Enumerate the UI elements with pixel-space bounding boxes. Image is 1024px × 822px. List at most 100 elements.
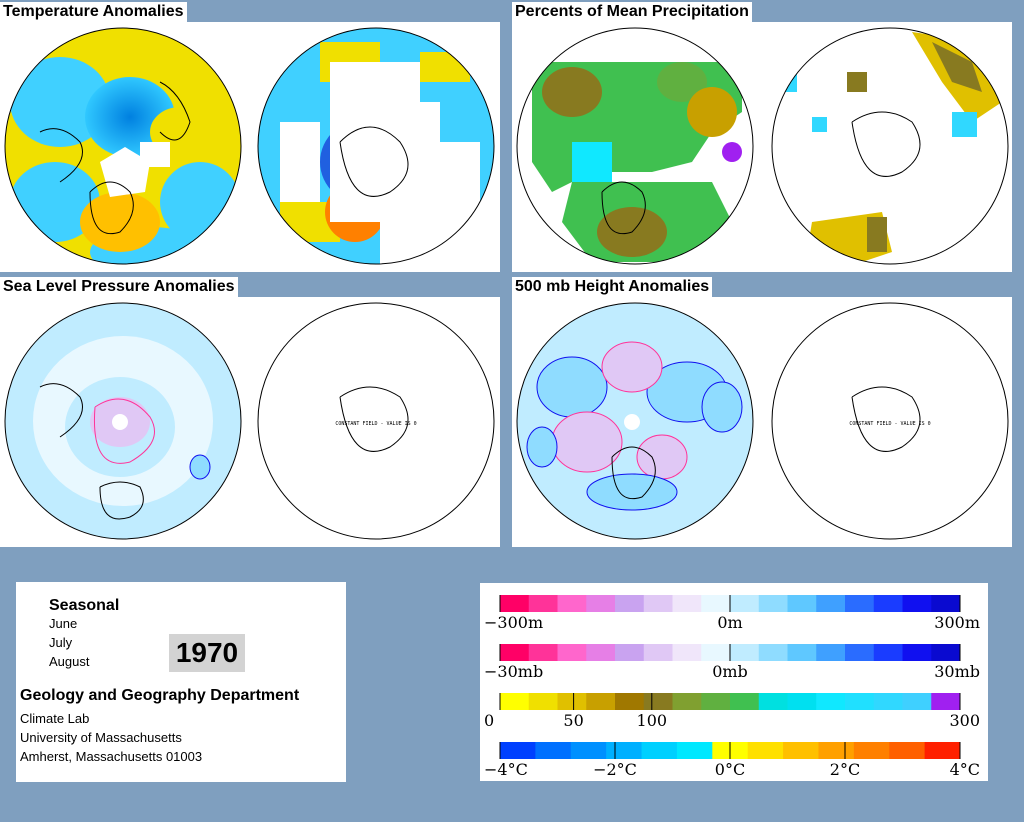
colorbar-temp-label: −4°C <box>484 760 528 779</box>
address-line: Amherst, Massachusetts 01003 <box>20 749 203 764</box>
legend-box: −300m 0m 300m −30mb 0mb 30mb 0 50 100 300 −4°C −2°C… <box>480 583 988 781</box>
height500-south-map <box>771 302 1009 540</box>
colorbar-pressure-label: −30mb <box>484 662 543 681</box>
colorbar-precip-swatch <box>586 693 616 710</box>
precipitation-north-map <box>517 28 753 264</box>
colorbar-pressure-label: 0mb <box>712 662 748 681</box>
year-label: 1970 <box>169 634 245 672</box>
colorbar-height-swatch <box>586 595 616 612</box>
colorbar-height-swatch <box>701 595 731 612</box>
colorbar-precip-swatch <box>845 693 875 710</box>
colorbar-height-swatch <box>528 595 558 612</box>
height500-north-map <box>517 303 753 539</box>
colorbar-precip-swatch <box>902 693 932 710</box>
slp-north-map <box>5 303 241 539</box>
colorbar-precip-swatch <box>528 693 558 710</box>
colorbar-pressure-swatch <box>672 644 702 661</box>
temperature-north-map <box>5 28 241 264</box>
colorbar-precip-swatch <box>557 693 587 710</box>
colorbar-pressure-swatch <box>701 644 731 661</box>
info-box: Seasonal June July August 1970 Geology a… <box>16 582 346 782</box>
period-label: Seasonal <box>49 597 120 614</box>
colorbar-temp-swatch <box>747 742 784 759</box>
colorbar-temp-label: 0°C <box>715 760 745 779</box>
colorbar-precip-swatch <box>643 693 673 710</box>
height500-maps: CONSTANT FIELD - VALUE IS 0 <box>516 302 1009 540</box>
colorbar-temp-swatch <box>535 742 572 759</box>
colorbar-temp-swatch <box>853 742 890 759</box>
department-label: Geology and Geography Department <box>20 687 300 704</box>
colorbar-precip-swatch <box>873 693 903 710</box>
colorbar-height-label: −300m <box>484 613 543 632</box>
colorbar-pressure-swatch <box>902 644 932 661</box>
colorbar-temp: −4°C −2°C 0°C 2°C 4°C <box>484 742 980 779</box>
colorbar-height-swatch <box>758 595 788 612</box>
temperature-title: Temperature Anomalies <box>0 2 187 22</box>
colorbar-precip-label: 50 <box>563 711 583 730</box>
colorbar-height-swatch <box>643 595 673 612</box>
colorbar-height-swatch <box>672 595 702 612</box>
colorbar-pressure-swatch <box>500 644 530 661</box>
month-3: August <box>49 654 90 669</box>
colorbar-height-swatch <box>873 595 903 612</box>
colorbar-precip-label: 0 <box>484 711 494 730</box>
slp-maps: CONSTANT FIELD - VALUE IS 0 <box>4 302 495 540</box>
temperature-panel: Temperature Anomalies <box>0 2 500 272</box>
height500-south-note: CONSTANT FIELD - VALUE IS 0 <box>849 421 930 427</box>
colorbar-height-swatch <box>816 595 846 612</box>
colorbar-temp-swatch <box>641 742 678 759</box>
colorbar-height-swatch <box>902 595 932 612</box>
colorbar-pressure-swatch <box>557 644 587 661</box>
colorbar-precip-swatch <box>500 693 530 710</box>
colorbar-height-swatch <box>500 595 530 612</box>
colorbar-height: −300m 0m 300m <box>484 595 980 632</box>
colorbar-temp-label: −2°C <box>593 760 637 779</box>
colorbar-height-swatch <box>557 595 587 612</box>
colorbar-temp-swatch <box>783 742 819 759</box>
colorbar-temp-swatch <box>924 742 961 759</box>
colorbar-height-swatch <box>730 595 760 612</box>
month-1: June <box>49 616 78 631</box>
colorbar-height-swatch <box>787 595 817 612</box>
colorbar-temp-swatch <box>500 742 536 759</box>
colorbar-precip-swatch <box>931 693 961 710</box>
slp-title: Sea Level Pressure Anomalies <box>0 277 238 297</box>
colorbar-pressure-swatch <box>730 644 760 661</box>
colorbar-temp-label: 4°C <box>950 760 980 779</box>
colorbar-pressure-swatch <box>931 644 961 661</box>
colorbar-temp-swatch <box>889 742 926 759</box>
colorbar-height-label: 300m <box>934 613 980 632</box>
colorbar-temp-swatch <box>606 742 643 759</box>
temperature-maps <box>4 27 495 265</box>
colorbar-precip-label: 300 <box>949 711 980 730</box>
colorbar-height-swatch <box>615 595 645 612</box>
colorbar-temp-swatch <box>570 742 607 759</box>
university-line: University of Massachusetts <box>20 730 182 745</box>
colorbar-precip-swatch <box>758 693 788 710</box>
colorbar-legend: −300m 0m 300m −30mb 0mb 30mb 0 50 100 300 −4°C −2°C… <box>484 595 980 779</box>
colorbar-precip-swatch <box>787 693 817 710</box>
colorbar-pressure-swatch <box>643 644 673 661</box>
colorbar-pressure-swatch <box>845 644 875 661</box>
precipitation-south-map <box>772 28 1008 264</box>
colorbar-pressure: −30mb 0mb 30mb <box>484 644 980 681</box>
colorbar-pressure-swatch <box>758 644 788 661</box>
colorbar-pressure-swatch <box>787 644 817 661</box>
colorbar-precip-swatch <box>730 693 760 710</box>
colorbar-temp-swatch <box>676 742 713 759</box>
colorbar-precip-label: 100 <box>637 711 668 730</box>
month-2: July <box>49 635 73 650</box>
colorbar-precip-swatch <box>701 693 731 710</box>
lab-line: Climate Lab <box>20 711 90 726</box>
colorbar-temp-swatch <box>818 742 855 759</box>
colorbar-height-swatch <box>931 595 961 612</box>
colorbar-precip-swatch <box>816 693 846 710</box>
colorbar-pressure-swatch <box>816 644 846 661</box>
colorbar-pressure-swatch <box>528 644 558 661</box>
height500-panel: CONSTANT FIELD - VALUE IS 0 500 mb Heigh… <box>512 277 1012 547</box>
precipitation-maps <box>516 27 1009 265</box>
colorbar-temp-label: 2°C <box>830 760 860 779</box>
colorbar-height-label: 0m <box>717 613 742 632</box>
height500-title: 500 mb Height Anomalies <box>512 277 713 297</box>
colorbar-precip: 0 50 100 300 <box>484 693 980 730</box>
